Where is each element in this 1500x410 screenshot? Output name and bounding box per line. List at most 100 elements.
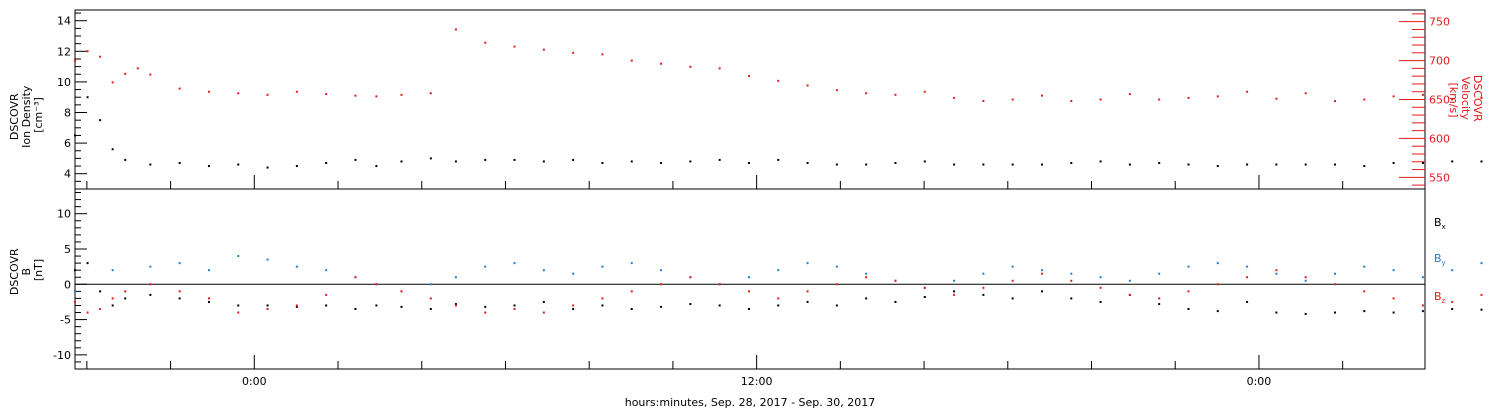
ion-density-point <box>124 158 127 161</box>
bx-point <box>400 305 403 308</box>
velocity-point <box>1275 97 1278 100</box>
velocity-point <box>835 89 838 92</box>
x-tick-label: 0:00 <box>1247 375 1272 388</box>
by-point <box>1275 272 1278 275</box>
bz-point <box>894 279 897 282</box>
bz-point <box>513 308 516 310</box>
by-point <box>982 272 985 275</box>
top-right-tick-label: 750 <box>1429 16 1450 29</box>
top-right-ylabel: DSCOVR Velocity [km/s] <box>1447 75 1484 125</box>
bx-point <box>1246 300 1249 303</box>
by-point <box>1070 272 1073 275</box>
bz-point <box>86 311 89 314</box>
bz-point <box>266 308 269 310</box>
velocity-point <box>923 90 926 93</box>
ion-density-point <box>1421 161 1424 164</box>
velocity-point <box>542 48 545 51</box>
velocity-point <box>1392 95 1395 98</box>
bottom-left-tick-label: 0 <box>64 278 71 291</box>
by-point <box>747 276 750 279</box>
bx-point <box>747 308 750 310</box>
bx-point <box>237 304 240 307</box>
top-left-ylabel-line3: [cm⁻³] <box>32 97 45 133</box>
ion-density-point <box>923 160 926 163</box>
velocity-point <box>178 87 181 90</box>
bx-point <box>325 304 328 307</box>
velocity-point <box>865 92 868 95</box>
by-point <box>1216 262 1219 265</box>
ion-density-point <box>178 161 181 164</box>
bx-point <box>99 290 102 293</box>
ion-density-point <box>865 163 868 166</box>
bz-point <box>806 290 809 293</box>
bx-point <box>1011 297 1014 300</box>
bz-point <box>1246 276 1249 279</box>
velocity-point <box>124 72 127 75</box>
bottom-left-ylabel: DSCOVR B [nT] <box>8 245 45 295</box>
by-point <box>1187 265 1190 268</box>
bx-point <box>295 305 298 308</box>
ion-density-point <box>149 163 152 166</box>
velocity-point <box>982 100 985 103</box>
by-point <box>1451 269 1454 272</box>
by-point <box>266 258 269 261</box>
bz-point <box>1363 290 1366 293</box>
bx-point <box>354 308 357 310</box>
velocity-point <box>630 59 633 62</box>
bx-point <box>953 290 956 293</box>
velocity-point <box>689 65 692 68</box>
bx-point <box>1070 297 1073 300</box>
bx-point <box>630 308 633 310</box>
bz-point <box>325 293 328 296</box>
ion-density-point <box>1304 163 1307 166</box>
legend: Bx By Bz <box>1434 216 1446 305</box>
bx-point <box>207 300 210 303</box>
top-right-tick-label: 550 <box>1429 171 1450 184</box>
velocity-point <box>1158 98 1161 101</box>
bz-point <box>1011 279 1014 282</box>
x-tick-label: 12:00 <box>741 375 773 388</box>
bx-point <box>484 305 487 308</box>
by-point <box>865 272 868 275</box>
bx-point <box>660 305 663 308</box>
x-axis-ticks: 0:00 12:00 0:00 <box>86 175 1344 388</box>
velocity-point <box>1480 96 1483 99</box>
bz-point <box>1334 283 1336 286</box>
by-point <box>513 262 516 265</box>
velocity-point <box>1421 93 1424 96</box>
bz-point <box>99 308 102 310</box>
bz-point <box>747 290 750 293</box>
bottom-left-tick-label: -10 <box>53 349 71 362</box>
by-point <box>1304 279 1307 282</box>
bottom-left-tick-label: 10 <box>57 208 71 221</box>
top-left-tick-label: 4 <box>64 168 71 181</box>
velocity-point <box>660 62 663 65</box>
by-point <box>806 262 809 265</box>
bz-point <box>124 290 127 293</box>
ion-density-point <box>74 134 76 137</box>
bx-point <box>1480 308 1483 311</box>
top-left-ylabel-line2: Ion Density <box>20 85 33 148</box>
velocity-point <box>86 50 89 53</box>
bx-point <box>149 293 152 296</box>
bx-point <box>429 308 432 310</box>
by-point <box>1099 276 1102 279</box>
ion-density-point <box>1334 163 1336 166</box>
velocity-point <box>111 81 114 84</box>
bottom-left-tick-label: -5 <box>60 314 71 327</box>
ion-density-point <box>1216 165 1219 168</box>
ion-density-point <box>266 166 269 169</box>
legend-bz-base: B <box>1434 290 1442 303</box>
bz-point <box>400 290 403 293</box>
ion-density-point <box>111 148 114 151</box>
ion-density-point <box>1099 160 1102 163</box>
by-point <box>1421 276 1424 279</box>
by-point <box>325 269 328 272</box>
bx-point <box>178 297 181 300</box>
ion-density-point <box>1011 163 1014 166</box>
bz-point <box>601 297 604 300</box>
bz-point <box>953 293 956 296</box>
by-point <box>572 272 575 275</box>
x-axis-label: hours:minutes, Sep. 28, 2017 - Sep. 30, … <box>625 396 876 409</box>
velocity-point <box>74 59 76 62</box>
